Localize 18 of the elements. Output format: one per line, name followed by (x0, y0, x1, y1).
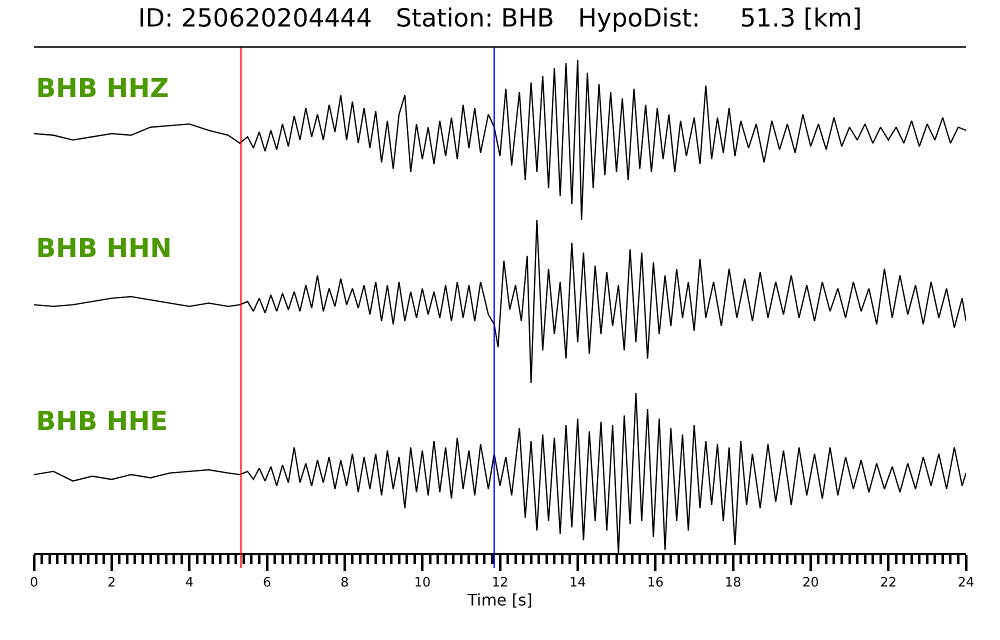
x-tick-label: 0 (30, 576, 38, 591)
annotation: BHB HHE (36, 407, 168, 437)
x-tick-label: 4 (185, 576, 194, 591)
x-tick-label: 14 (569, 576, 586, 591)
x-tick-label: 22 (880, 576, 897, 591)
x-tick-label: 6 (262, 576, 272, 591)
x-tick-label: 8 (340, 576, 349, 591)
chart-title: ID: 250620204444 Station: BHB HypoDist: 51.3 [km] (138, 3, 862, 32)
x-tick-label: 16 (647, 576, 664, 591)
annotation: BHB HHN (36, 234, 172, 264)
x-tick-label: 18 (724, 576, 742, 591)
x-tick-label: 24 (958, 576, 974, 591)
annotation: BHB HHZ (36, 74, 169, 104)
x-tick-label: 20 (802, 576, 819, 591)
x-tick-label: 2 (108, 576, 116, 591)
x-tick-label: 12 (492, 576, 508, 591)
x-axis-title: Time [s] (466, 590, 533, 610)
x-tick-label: 10 (414, 576, 431, 591)
